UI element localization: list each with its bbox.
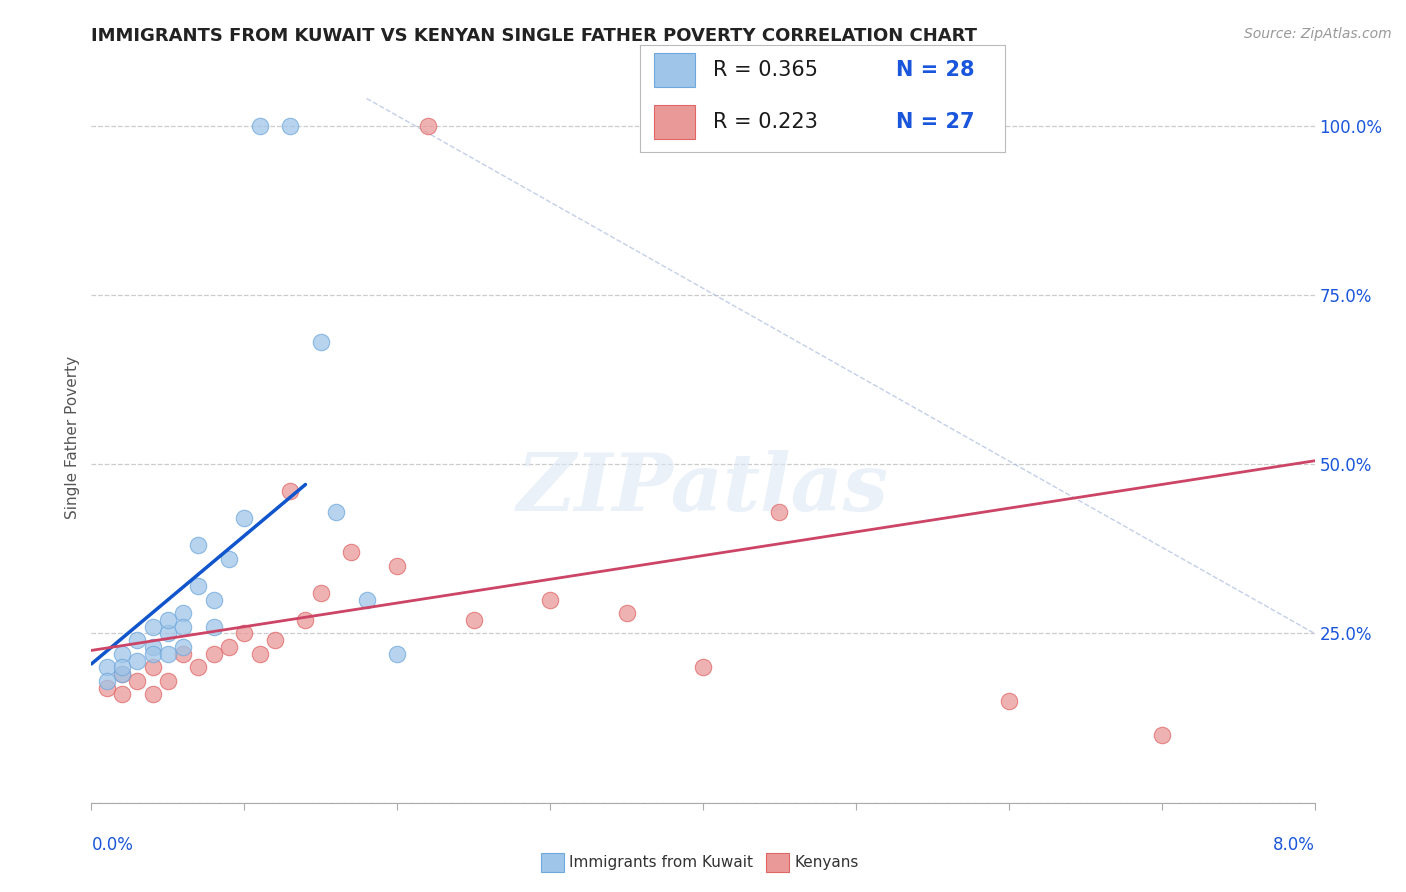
- Point: [141, 620, 163, 634]
- Point: [249, 119, 271, 133]
- Point: [233, 626, 256, 640]
- Point: [187, 660, 209, 674]
- Point: [187, 538, 209, 552]
- Text: ZIPatlas: ZIPatlas: [517, 450, 889, 527]
- Bar: [541, 853, 564, 872]
- Point: [156, 647, 179, 661]
- Point: [218, 552, 240, 566]
- Point: [156, 613, 179, 627]
- Text: IMMIGRANTS FROM KUWAIT VS KENYAN SINGLE FATHER POVERTY CORRELATION CHART: IMMIGRANTS FROM KUWAIT VS KENYAN SINGLE …: [91, 27, 977, 45]
- Point: [340, 545, 363, 559]
- Text: R = 0.223: R = 0.223: [713, 112, 818, 132]
- Point: [692, 660, 714, 674]
- Point: [96, 673, 118, 688]
- Text: Kenyans: Kenyans: [794, 855, 859, 870]
- Point: [156, 673, 179, 688]
- Point: [96, 660, 118, 674]
- Point: [385, 558, 409, 573]
- Text: Immigrants from Kuwait: Immigrants from Kuwait: [569, 855, 754, 870]
- Point: [264, 633, 287, 648]
- Bar: [654, 104, 695, 139]
- Point: [202, 647, 225, 661]
- Text: N = 28: N = 28: [896, 61, 974, 80]
- Point: [1150, 728, 1173, 742]
- Bar: [766, 853, 789, 872]
- Point: [141, 640, 163, 654]
- Point: [111, 667, 134, 681]
- Point: [249, 647, 271, 661]
- Point: [202, 592, 225, 607]
- Point: [141, 688, 163, 702]
- Point: [156, 626, 179, 640]
- Point: [538, 592, 561, 607]
- Text: 0.0%: 0.0%: [91, 836, 134, 854]
- Point: [172, 640, 194, 654]
- Point: [127, 633, 149, 648]
- Point: [463, 613, 485, 627]
- Point: [111, 647, 134, 661]
- Point: [127, 673, 149, 688]
- Point: [233, 511, 256, 525]
- Y-axis label: Single Father Poverty: Single Father Poverty: [65, 356, 80, 518]
- Point: [294, 613, 316, 627]
- Point: [218, 640, 240, 654]
- Point: [172, 620, 194, 634]
- Point: [325, 505, 347, 519]
- Point: [356, 592, 378, 607]
- Point: [187, 579, 209, 593]
- Point: [127, 654, 149, 668]
- Bar: [654, 54, 695, 87]
- Point: [96, 681, 118, 695]
- Point: [111, 667, 134, 681]
- Point: [278, 484, 301, 499]
- Point: [416, 119, 439, 133]
- Point: [172, 606, 194, 620]
- Point: [141, 647, 163, 661]
- Point: [141, 660, 163, 674]
- Point: [111, 688, 134, 702]
- Point: [616, 606, 638, 620]
- Point: [768, 505, 790, 519]
- Text: R = 0.365: R = 0.365: [713, 61, 818, 80]
- Text: N = 27: N = 27: [896, 112, 974, 132]
- Point: [309, 586, 332, 600]
- Point: [202, 620, 225, 634]
- Point: [111, 660, 134, 674]
- Text: Source: ZipAtlas.com: Source: ZipAtlas.com: [1244, 27, 1392, 41]
- Point: [309, 335, 332, 350]
- Point: [998, 694, 1021, 708]
- Text: 8.0%: 8.0%: [1272, 836, 1315, 854]
- Point: [278, 119, 301, 133]
- Point: [385, 647, 409, 661]
- Point: [172, 647, 194, 661]
